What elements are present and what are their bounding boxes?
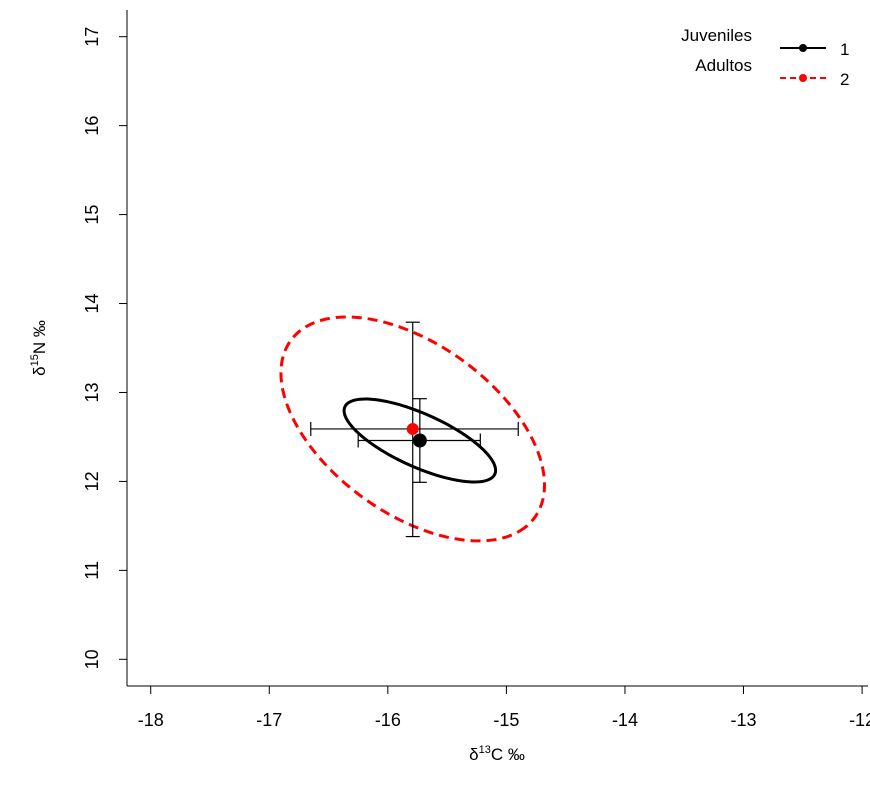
x-tick-label: -15 [493,710,519,730]
x-tick-label: -12 [849,710,870,730]
legend-series-label: 1 [840,40,849,59]
legend: Juveniles 1 Adultos 2 [681,26,849,89]
mean-point-series-2 [406,422,419,435]
plot-area [126,10,868,687]
y-tick-label: 10 [82,649,102,669]
y-tick-label: 11 [82,561,102,580]
y-tick-label: 17 [82,27,102,47]
y-axis-title: δ15N ‰ [29,320,49,376]
y-tick-label: 14 [82,294,102,314]
y-tick-label: 16 [82,116,102,136]
legend-group-label: Juveniles [681,26,752,45]
y-axis: 10 11 12 13 14 15 16 17 [82,27,127,669]
y-tick-label: 12 [82,471,102,491]
legend-marker [799,44,807,52]
x-tick-label: -13 [731,710,757,730]
x-tick-label: -17 [256,710,282,730]
legend-marker [799,74,807,82]
series-layer [279,315,547,543]
legend-group-label: Adultos [695,56,752,75]
x-tick-label: -18 [138,710,164,730]
ellipse-series-2 [279,315,547,543]
x-axis: -18 -17 -16 -15 -14 -13 -12 [138,686,870,730]
y-tick-label: 15 [82,205,102,225]
x-axis-title: δ13C ‰ [469,744,525,764]
legend-series-label: 2 [840,70,849,89]
mean-point-series-1 [412,433,427,448]
x-tick-label: -14 [612,710,638,730]
y-tick-label: 13 [82,382,102,402]
x-tick-label: -16 [375,710,401,730]
